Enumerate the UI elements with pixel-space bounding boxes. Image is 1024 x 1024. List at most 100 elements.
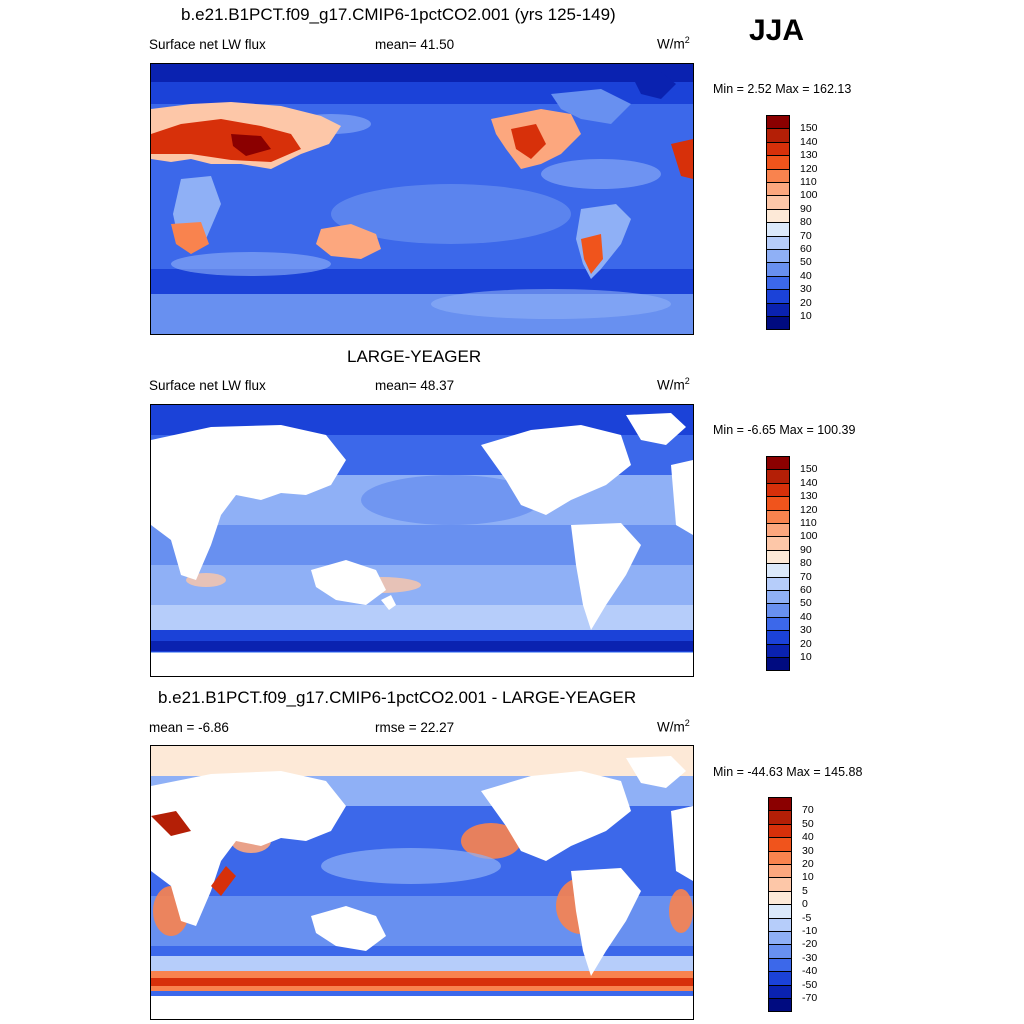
colorbar-swatch (768, 944, 792, 959)
colorbar-tick-label: 30 (802, 844, 814, 857)
colorbar-swatch (766, 222, 790, 237)
colorbar-tick-label: 150 (800, 463, 818, 476)
colorbar-tick-label: 10 (800, 310, 812, 322)
panel1-minmax: Min = 2.52 Max = 162.13 (713, 82, 852, 96)
colorbar-swatch (766, 262, 790, 277)
colorbar-tick-label: 40 (802, 831, 814, 844)
colorbar-tick-label: 10 (800, 651, 812, 663)
panel2-map (150, 404, 694, 677)
colorbar-tick-label: 90 (800, 202, 812, 215)
colorbar-tick-label: 150 (800, 122, 818, 135)
colorbar-swatch (766, 316, 790, 331)
colorbar-swatch (768, 864, 792, 879)
colorbar-swatch (766, 182, 790, 197)
panel1-title: b.e21.B1PCT.f09_g17.CMIP6-1pctCO2.001 (y… (181, 5, 616, 24)
panel3-minmax: Min = -44.63 Max = 145.88 (713, 765, 863, 779)
colorbar-tick-label: 110 (800, 176, 817, 188)
colorbar-swatch (766, 275, 790, 291)
colorbar-tick-label: 70 (800, 570, 812, 583)
panel3-title: b.e21.B1PCT.f09_g17.CMIP6-1pctCO2.001 - … (158, 688, 637, 707)
colorbar-swatch (766, 115, 790, 130)
panel3-units: W/m2 (657, 718, 690, 735)
colorbar-swatch (766, 549, 790, 565)
colorbar-swatch (768, 810, 792, 825)
panel2-title: LARGE-YEAGER (347, 347, 482, 366)
colorbar-swatch (768, 957, 792, 973)
panel3-mean-label: mean = -6.86 (149, 720, 229, 735)
panel2-variable-label: Surface net LW flux (149, 378, 266, 393)
colorbar-tick-label: -30 (802, 951, 818, 964)
colorbar-tick-label: 100 (800, 189, 818, 202)
colorbar-tick-label: 60 (800, 584, 812, 596)
colorbar-tick-label: 80 (800, 557, 812, 570)
panel2-units: W/m2 (657, 376, 690, 393)
colorbar-swatch (766, 249, 790, 264)
colorbar-tick-label: 50 (800, 256, 812, 269)
colorbar-tick-label: 20 (800, 296, 812, 309)
colorbar-swatch (766, 523, 790, 538)
colorbar-tick-label: 110 (800, 517, 817, 529)
colorbar-swatch (766, 603, 790, 618)
colorbar-tick-label: 70 (800, 229, 812, 242)
colorbar-tick-label: 130 (800, 149, 818, 162)
colorbar-swatch (768, 931, 792, 946)
colorbar-swatch (766, 630, 790, 645)
colorbar-tick-label: 40 (800, 269, 812, 282)
colorbar-swatch (766, 289, 790, 304)
panel2-minmax: Min = -6.65 Max = 100.39 (713, 423, 856, 437)
colorbar-tick-label: 50 (802, 817, 814, 830)
colorbar-swatch (766, 168, 790, 183)
colorbar-swatch (766, 141, 790, 157)
colorbar-swatch (766, 657, 790, 672)
colorbar-swatch (766, 155, 790, 170)
colorbar-swatch (768, 797, 792, 812)
colorbar-swatch (768, 850, 792, 865)
colorbar-swatch (766, 482, 790, 498)
colorbar-tick-label: 130 (800, 490, 818, 503)
colorbar-swatch (768, 890, 792, 906)
colorbar-swatch (766, 496, 790, 511)
panel2-mean-label: mean= 48.37 (375, 378, 455, 393)
colorbar-swatch (768, 917, 792, 932)
colorbar-swatch (768, 823, 792, 839)
panel1-units: W/m2 (657, 35, 690, 52)
colorbar-tick-label: -20 (802, 938, 818, 951)
colorbar-tick-label: 10 (802, 871, 814, 884)
colorbar-swatch (766, 128, 790, 143)
colorbar-tick-label: 60 (800, 243, 812, 255)
colorbar-tick-label: -50 (802, 978, 818, 991)
colorbar-tick-label: -40 (802, 965, 818, 978)
colorbar-swatch (766, 590, 790, 605)
panel1-variable-label: Surface net LW flux (149, 37, 266, 52)
colorbar-tick-label: 70 (802, 804, 814, 817)
panel3-rmse-label: rmse = 22.27 (375, 720, 455, 735)
colorbar-swatch (768, 998, 792, 1013)
panel3-map (150, 745, 694, 1020)
colorbar-tick-label: 80 (800, 216, 812, 229)
colorbar-swatch (766, 469, 790, 484)
colorbar-swatch (768, 877, 792, 892)
colorbar-tick-label: 120 (800, 503, 818, 516)
panel1-map (150, 63, 694, 335)
colorbar-swatch (768, 904, 792, 919)
colorbar-tick-label: 0 (802, 898, 808, 911)
colorbar-tick-label: 30 (800, 283, 812, 296)
colorbar-tick-label: 90 (800, 543, 812, 556)
colorbar-swatch (766, 563, 790, 578)
colorbar-swatch (766, 208, 790, 224)
colorbar-swatch (766, 643, 790, 658)
season-label: JJA (749, 14, 805, 47)
colorbar-tick-label: 20 (802, 858, 814, 870)
colorbar-swatch (766, 536, 790, 551)
colorbar-swatch (768, 984, 792, 999)
colorbar-swatch (766, 302, 790, 317)
colorbar-swatch (766, 509, 790, 524)
colorbar-tick-label: 50 (800, 597, 812, 610)
colorbar-swatch (768, 971, 792, 986)
colorbar-tick-label: -70 (802, 992, 818, 1004)
colorbar-tick-label: 5 (802, 884, 808, 897)
colorbar-tick-label: 20 (800, 637, 812, 650)
colorbar-tick-label: 40 (800, 610, 812, 623)
colorbar-tick-label: 140 (800, 135, 818, 148)
panel1-mean-label: mean= 41.50 (375, 37, 455, 52)
